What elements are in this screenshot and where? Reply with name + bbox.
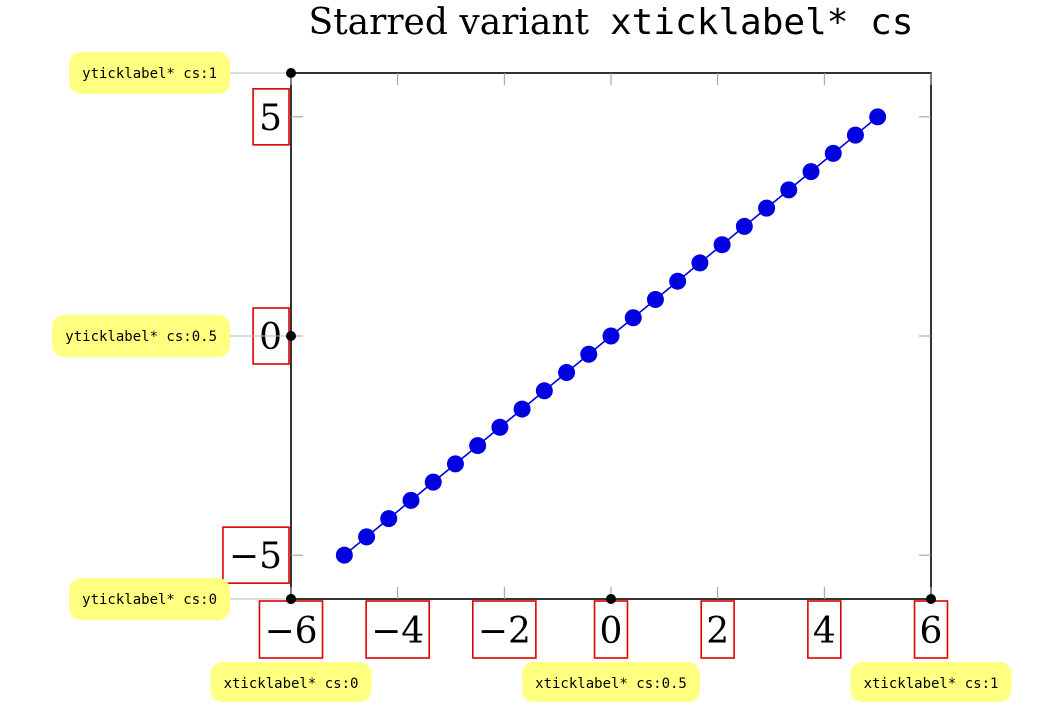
x-annotation-anchor-dot (926, 594, 936, 604)
x-tick-label: −6 (264, 611, 317, 652)
x-tick-label-group: 0 (593, 600, 629, 659)
x-tick-label: 6 (920, 611, 943, 652)
data-point (824, 144, 842, 162)
data-point (558, 364, 576, 382)
data-point (535, 382, 553, 400)
data-point (602, 327, 620, 345)
x-annotation: xticklabel* cs:1 (850, 594, 1012, 702)
x-tick-label-group: 6 (913, 600, 949, 659)
data-point (624, 309, 642, 327)
y-annotation-label: yticklabel* cs:0.5 (65, 329, 217, 345)
x-tick-label-box (807, 600, 842, 659)
x-annotation-label: xticklabel* cs:0 (224, 676, 359, 692)
tick-labels: −6 −4 −2 0 2 4 6 −5 0 5 (222, 88, 949, 659)
data-point (513, 400, 531, 418)
data-point (869, 108, 887, 126)
data-point (713, 236, 731, 254)
x-tick-label: −4 (371, 611, 424, 652)
chart-title-code: xticklabel* cs (610, 2, 913, 43)
x-tick-label-group: −4 (365, 600, 431, 659)
data-point (735, 217, 753, 235)
data-point (358, 528, 376, 546)
data-point (802, 163, 820, 181)
x-tick-label-group: −6 (258, 600, 324, 659)
y-annotation-bubble (52, 315, 230, 357)
data-point (446, 455, 464, 473)
y-annotation: yticklabel* cs:0 (69, 578, 296, 620)
data-point (335, 546, 353, 564)
data-point (380, 510, 398, 528)
x-annotation-anchor-dot (286, 594, 296, 604)
data-point (758, 199, 776, 217)
data-point (424, 473, 442, 491)
data-point (669, 272, 687, 290)
x-tick-label: 4 (813, 611, 836, 652)
data-point (646, 290, 664, 308)
data-point (780, 181, 798, 199)
x-tick-label-group: 2 (700, 600, 735, 659)
y-annotation-bubble (69, 578, 230, 620)
y-tick-label: 5 (259, 98, 282, 139)
y-annotation-label: yticklabel* cs:0 (82, 592, 217, 608)
x-annotation-bubble (850, 662, 1012, 702)
series-layer (335, 108, 887, 564)
x-annotation-label: xticklabel* cs:0.5 (535, 676, 687, 692)
x-annotation-anchor-dot (606, 594, 616, 604)
data-point (402, 491, 420, 509)
chart-title-text: Starred variant (309, 2, 590, 43)
y-annotation-anchor-dot (286, 331, 296, 341)
y-tick-label-box (252, 88, 290, 146)
annotations: yticklabel* cs:1 yticklabel* cs:0.5 ytickl… (52, 52, 1012, 702)
x-tick-label: 0 (600, 611, 623, 652)
y-tick-label: 0 (259, 317, 282, 358)
data-point (691, 254, 709, 272)
y-tick-label-box (222, 526, 290, 584)
x-tick-label: 2 (706, 611, 729, 652)
y-annotation-label: yticklabel* cs:1 (82, 66, 217, 82)
y-tick-label-group: 5 (252, 88, 290, 146)
data-point (491, 418, 509, 436)
x-annotation-label: xticklabel* cs:1 (864, 676, 999, 692)
x-tick-label-group: −2 (471, 600, 537, 659)
x-tick-label-box (471, 600, 537, 659)
data-point (846, 126, 864, 144)
y-annotation: yticklabel* cs:1 (69, 52, 296, 94)
y-annotation-anchor-dot (286, 68, 296, 78)
data-point (469, 437, 487, 455)
x-annotation: xticklabel* cs:0 (210, 594, 372, 702)
x-tick-label: −2 (478, 611, 531, 652)
chart-title: Starred variant xticklabel* cs (309, 2, 914, 43)
x-tick-label-group: 4 (807, 600, 842, 659)
x-tick-label-box (365, 600, 431, 659)
x-tick-label-box (700, 600, 735, 659)
y-tick-label: −5 (229, 536, 282, 577)
y-annotation-bubble (69, 52, 230, 94)
y-tick-label-group: −5 (222, 526, 290, 584)
x-annotation: xticklabel* cs:0.5 (522, 594, 700, 702)
y-annotation: yticklabel* cs:0.5 (52, 315, 296, 357)
x-annotation-bubble (210, 662, 372, 702)
x-annotation-bubble (522, 662, 700, 702)
data-point (580, 345, 598, 363)
